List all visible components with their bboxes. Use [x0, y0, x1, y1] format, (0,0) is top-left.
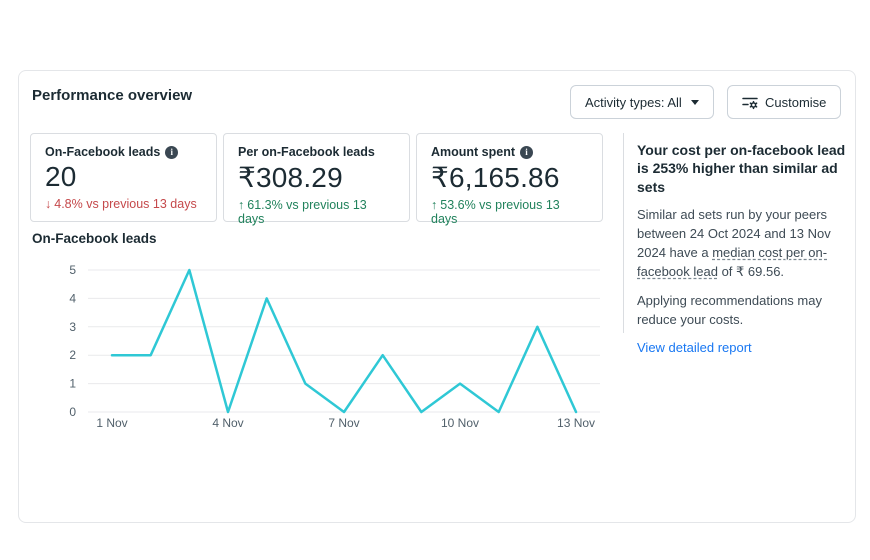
arrow-down-icon: ↓	[45, 197, 52, 211]
svg-text:7 Nov: 7 Nov	[328, 416, 359, 430]
activity-types-dropdown[interactable]: Activity types: All	[570, 85, 714, 119]
chevron-down-icon	[690, 99, 699, 105]
metric-delta: ↑ 61.3% vs previous 13 days	[238, 198, 367, 226]
svg-text:1 Nov: 1 Nov	[96, 416, 127, 430]
view-detailed-report-link[interactable]: View detailed report	[637, 340, 752, 356]
insight-paragraph-2: Applying recommendations may reduce your…	[637, 292, 822, 327]
metric-cards-row: On-Facebook leads i 20 ↓ 4.8% vs previous…	[30, 133, 603, 226]
insight-heading: Your cost per on-facebook lead is 253% h…	[637, 142, 846, 195]
metric-label: On-Facebook leads	[45, 145, 161, 159]
insight-panel: Your cost per on-facebook lead is 253% h…	[637, 141, 851, 357]
leads-line-chart: 0 1 2 3 4 5 1 Nov 4 Nov 7 Nov 10 Nov 13 Nov	[30, 258, 610, 443]
insight-paragraph-1: Similar ad sets run by your peers betwee…	[637, 207, 831, 279]
vertical-divider	[623, 133, 624, 333]
metric-value: ₹308.29	[238, 162, 343, 193]
customise-button[interactable]: Customise	[727, 85, 842, 119]
leads-chart-svg: 0 1 2 3 4 5 1 Nov 4 Nov 7 Nov 10 Nov 13 Nov	[69, 263, 600, 430]
info-icon[interactable]: i	[165, 145, 179, 159]
svg-text:13 Nov: 13 Nov	[557, 416, 595, 430]
svg-text:4: 4	[69, 291, 76, 305]
metric-card-amount-spent: Amount spent i ₹6,165.86 ↑ 53.6% vs previ…	[416, 133, 603, 226]
metric-label: Per on-Facebook leads	[238, 145, 375, 159]
metric-value: 20	[45, 161, 77, 192]
arrow-up-icon: ↑	[238, 198, 245, 212]
median-cost-term[interactable]: median cost per on-facebook lead	[637, 245, 828, 279]
svg-text:5: 5	[69, 263, 76, 277]
svg-text:4 Nov: 4 Nov	[212, 416, 243, 430]
svg-text:3: 3	[69, 320, 76, 334]
svg-text:0: 0	[69, 405, 76, 419]
metric-delta: ↓ 4.8% vs previous 13 days	[45, 197, 197, 211]
performance-overview-panel: Performance overview Activity types: All…	[18, 70, 856, 523]
page-title: Performance overview	[32, 87, 193, 104]
svg-text:2: 2	[69, 348, 76, 362]
chart-title: On-Facebook leads	[32, 231, 157, 246]
info-icon[interactable]: i	[520, 145, 534, 159]
svg-text:10 Nov: 10 Nov	[441, 416, 479, 430]
metric-value: ₹6,165.86	[431, 162, 560, 193]
svg-text:1: 1	[69, 377, 76, 391]
activity-types-label: Activity types: All	[585, 94, 682, 110]
metric-card-on-facebook-leads: On-Facebook leads i 20 ↓ 4.8% vs previous…	[30, 133, 217, 222]
customise-label: Customise	[765, 94, 827, 110]
metric-card-per-on-facebook-leads: Per on-Facebook leads ₹308.29 ↑ 61.3% vs …	[223, 133, 410, 226]
customise-icon	[742, 95, 758, 110]
metric-label: Amount spent	[431, 145, 516, 159]
arrow-up-icon: ↑	[431, 198, 438, 212]
metric-delta: ↑ 53.6% vs previous 13 days	[431, 198, 560, 226]
